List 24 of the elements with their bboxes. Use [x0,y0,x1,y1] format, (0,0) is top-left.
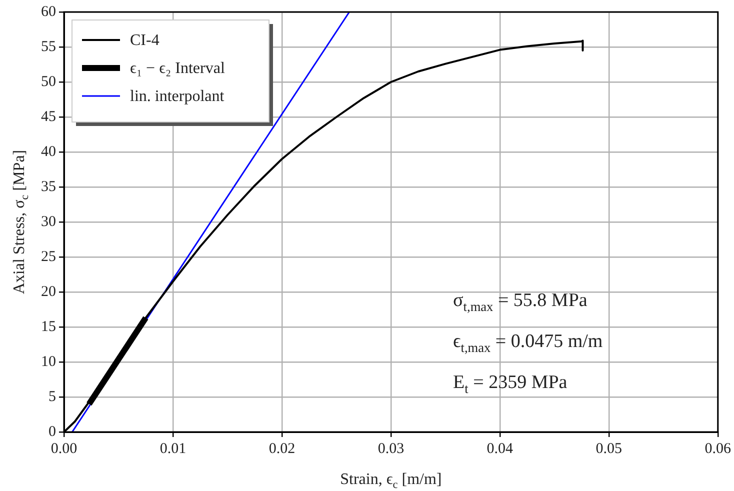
y-tick-label: 45 [41,108,56,125]
x-tick-label: 0.04 [486,440,514,457]
y-tick-label: 10 [41,354,56,370]
y-tick-label: 30 [41,214,56,230]
y-tick-label: 40 [41,144,56,160]
y-tick-label: 35 [41,178,56,195]
legend-label: ϵ₁ − ϵ₂ Interval [130,60,226,77]
x-tick-label: 0.00 [50,440,78,457]
y-tick-label: 60 [41,4,56,20]
y-tick-label: 25 [41,248,56,265]
legend-label: lin. interpolant [130,88,225,105]
y-tick-label: 15 [41,318,56,335]
y-tick-label: 55 [41,38,56,55]
legend-label: CI-4 [130,32,160,49]
y-axis-title: Axial Stress, σc [MPa] [11,150,31,294]
x-tick-label: 0.02 [268,440,296,457]
y-tick-label: 50 [41,74,56,90]
y-tick-label: 5 [48,388,56,405]
x-tick-label: 0.05 [596,440,622,457]
y-tick-label: 0 [48,424,56,440]
y-tick-label: 20 [41,284,56,300]
x-tick-label: 0.03 [378,440,404,457]
x-tick-label: 0.06 [704,440,732,457]
x-tick-label: 0.01 [160,440,186,457]
